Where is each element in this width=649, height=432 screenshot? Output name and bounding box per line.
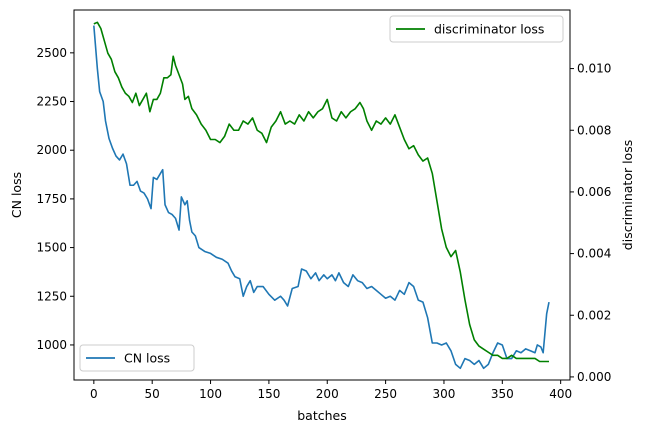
x-axis-label: batches bbox=[297, 408, 347, 423]
right-axis-ticks: 0.000 0.002 0.004 0.006 0.008 0.010 bbox=[570, 62, 611, 384]
left-tick-label: 1000 bbox=[36, 338, 67, 352]
right-axis-label: discriminator loss bbox=[620, 140, 635, 250]
legend-label-discriminator-loss: discriminator loss bbox=[434, 22, 544, 37]
x-tick-label: 200 bbox=[316, 387, 339, 401]
left-axis-ticks: 1000 1250 1500 1750 2000 2250 2500 bbox=[36, 46, 74, 352]
legend-label-cn-loss: CN loss bbox=[124, 351, 170, 366]
left-axis-label: CN loss bbox=[9, 172, 24, 218]
right-tick-label: 0.002 bbox=[577, 308, 611, 322]
legend-box bbox=[389, 15, 564, 43]
x-tick-label: 400 bbox=[549, 387, 572, 401]
x-tick-label: 0 bbox=[90, 387, 98, 401]
x-tick-label: 300 bbox=[433, 387, 456, 401]
x-tick-label: 50 bbox=[145, 387, 160, 401]
x-tick-label: 100 bbox=[199, 387, 222, 401]
right-tick-label: 0.010 bbox=[577, 62, 611, 76]
series-line-discriminator-loss bbox=[93, 21, 549, 363]
legend-cn-loss: CN loss bbox=[79, 344, 195, 372]
right-tick-label: 0.006 bbox=[577, 185, 611, 199]
plot-area bbox=[73, 9, 571, 381]
legend-discriminator-loss: discriminator loss bbox=[389, 15, 564, 43]
left-tick-label: 1250 bbox=[36, 289, 67, 303]
x-tick-label: 350 bbox=[491, 387, 514, 401]
right-tick-label: 0.004 bbox=[577, 247, 611, 261]
left-tick-label: 1500 bbox=[36, 241, 67, 255]
series-layer bbox=[93, 21, 550, 370]
left-tick-label: 2250 bbox=[36, 95, 67, 109]
x-tick-label: 150 bbox=[257, 387, 280, 401]
right-tick-label: 0.008 bbox=[577, 123, 611, 137]
legend-box bbox=[79, 344, 195, 372]
left-tick-label: 2000 bbox=[36, 143, 67, 157]
series-line-cn-loss bbox=[93, 25, 550, 370]
left-tick-label: 2500 bbox=[36, 46, 67, 60]
x-tick-label: 250 bbox=[374, 387, 397, 401]
left-tick-label: 1750 bbox=[36, 192, 67, 206]
right-tick-label: 0.000 bbox=[577, 370, 611, 384]
x-axis-ticks: 0 50 100 150 200 250 300 350 400 bbox=[90, 380, 572, 401]
